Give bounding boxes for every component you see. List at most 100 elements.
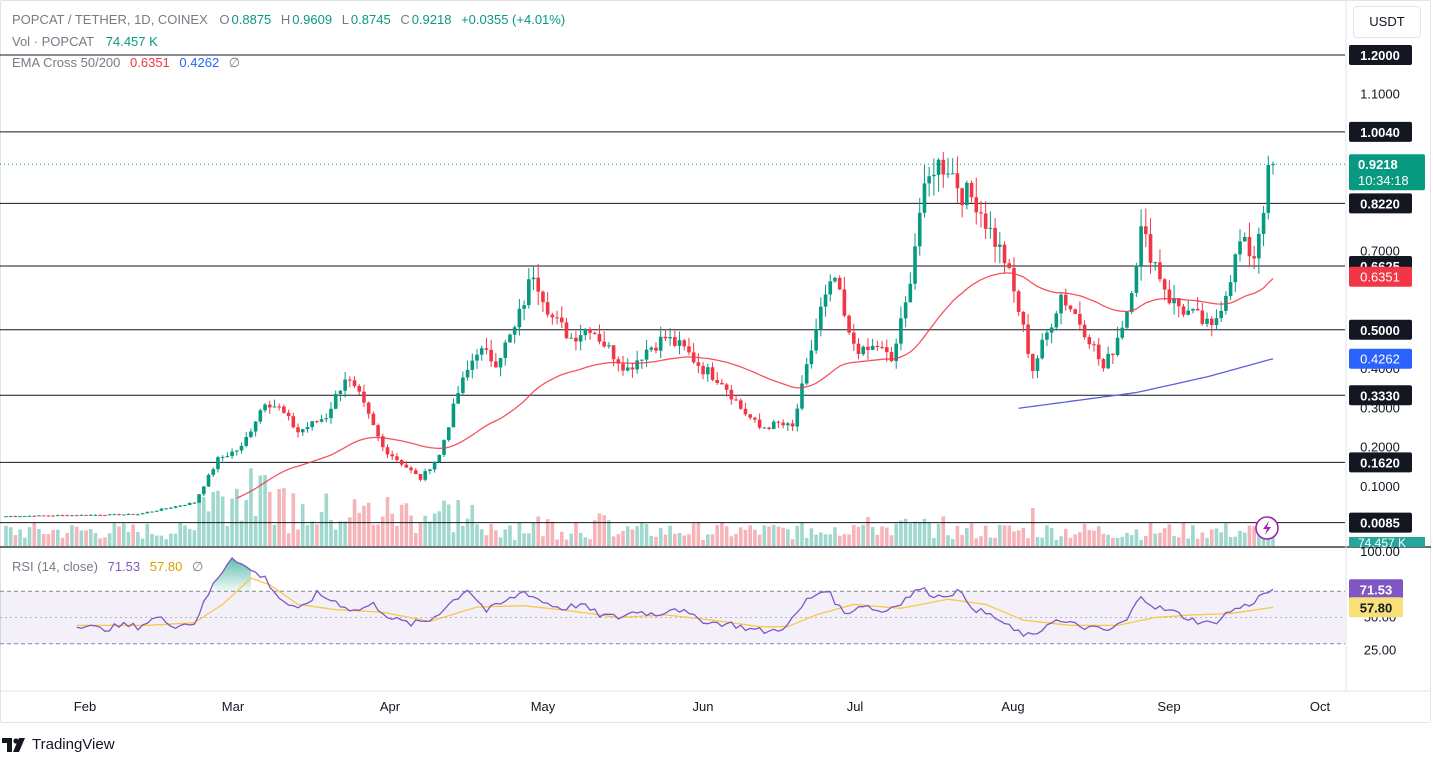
time-tick-label: Feb (74, 699, 96, 714)
candle-body (338, 390, 343, 394)
candle-body (126, 513, 131, 515)
volume-bar (790, 539, 795, 546)
volume-bar (117, 526, 121, 546)
volume-bar (112, 523, 117, 546)
volume-bar (41, 533, 46, 546)
volume-bar (621, 530, 625, 546)
candle-body (908, 283, 913, 303)
volume-bar (1247, 525, 1252, 546)
candle-body (432, 461, 437, 470)
candle-body (950, 173, 955, 175)
candle-body (296, 427, 300, 433)
volume-bar (140, 538, 145, 546)
volume-bar (701, 539, 705, 546)
volume-bar (366, 502, 371, 546)
volume-bar (616, 534, 621, 546)
candle-body (913, 246, 917, 284)
candle-body (178, 505, 183, 507)
candle-body (324, 418, 329, 420)
volume-legend: Vol · POPCAT 74.457 K (12, 34, 160, 49)
candle-body (154, 510, 159, 512)
candle-body (508, 334, 512, 343)
volume-bar (1139, 539, 1143, 546)
volume-bar (889, 535, 894, 546)
candle-body (446, 427, 451, 441)
volume-bar (950, 538, 955, 546)
volume-bar (1012, 531, 1016, 546)
time-tick-label: Jul (847, 699, 864, 714)
currency-button[interactable]: USDT (1353, 6, 1421, 38)
tradingview-logo[interactable]: TradingView (2, 736, 115, 753)
candle-body (1101, 359, 1106, 369)
candle-body (875, 345, 880, 348)
candle-body (998, 244, 1002, 247)
candle-body (1111, 353, 1115, 355)
volume-bar (673, 533, 677, 546)
volume-bar (527, 533, 531, 546)
lightning-icon[interactable] (1255, 516, 1279, 540)
volume-bar (498, 537, 503, 546)
candle-body (140, 513, 145, 515)
candle-body (225, 456, 230, 458)
volume-bar (1049, 527, 1054, 546)
volume-bar (37, 529, 41, 546)
volume-bar (1096, 526, 1101, 546)
level-price-tag (1349, 121, 1412, 142)
volume-bar (1129, 535, 1134, 546)
volume-bar (409, 515, 413, 546)
rsi-visibility-icon[interactable]: ∅ (191, 559, 204, 574)
volume-bar (362, 505, 366, 546)
candle-body (781, 422, 785, 426)
candle-body (696, 362, 701, 366)
candle-body (1092, 344, 1096, 346)
ema-visibility-icon[interactable]: ∅ (228, 55, 241, 70)
volume-bar (983, 525, 988, 546)
candle-body (936, 159, 941, 175)
candle-body (183, 505, 187, 507)
volume-bar (842, 534, 847, 546)
volume-bar (1209, 529, 1214, 546)
candle-body (74, 515, 79, 517)
candle-body (847, 315, 851, 333)
volume-bar (107, 533, 112, 546)
open-value: 0.8875 (231, 12, 272, 27)
time-tick-label: Oct (1310, 699, 1331, 714)
candle-body (512, 327, 517, 335)
candle-body (1134, 265, 1139, 294)
low-value: 0.8745 (350, 12, 391, 27)
candle-body (202, 486, 206, 495)
volume-bar (385, 497, 390, 546)
candle-body (1016, 291, 1021, 312)
candle-body (456, 393, 460, 404)
candle-body (1209, 318, 1214, 325)
volume-bar (607, 520, 611, 546)
candle-body (861, 346, 866, 355)
candle-body (1214, 318, 1219, 325)
volume-bar (291, 493, 296, 546)
candle-body (1078, 313, 1082, 325)
volume-bar (748, 525, 752, 546)
candle-body (1007, 263, 1012, 268)
candle-body (922, 183, 927, 213)
volume-bar (592, 520, 597, 546)
volume-bar (974, 538, 979, 546)
volume-bar (837, 535, 842, 546)
volume-bar (724, 526, 729, 546)
candle-body (682, 340, 687, 347)
volume-bar (145, 524, 150, 546)
level-price-label: 1.2000 (1360, 48, 1400, 63)
candle-body (527, 279, 531, 306)
volume-bar (1030, 508, 1035, 546)
candle-body (51, 515, 55, 517)
candle-body (649, 347, 654, 350)
rsi-ma-value-tag (1349, 597, 1403, 618)
candle-body (983, 213, 988, 229)
volume-bar (333, 529, 338, 546)
volume-bar (169, 533, 173, 546)
volume-bar (927, 522, 931, 546)
volume-bar (814, 534, 818, 546)
candle-body (564, 322, 569, 339)
candle-body (300, 429, 305, 433)
candle-body (635, 360, 639, 370)
